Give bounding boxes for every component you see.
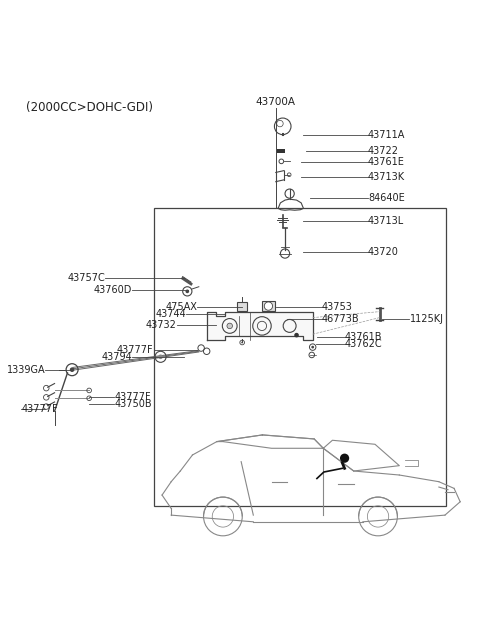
Text: 84640E: 84640E	[368, 193, 405, 203]
Circle shape	[227, 323, 232, 329]
Text: 43732: 43732	[146, 320, 177, 330]
Bar	[154, 209, 446, 506]
Text: 43753: 43753	[322, 302, 353, 311]
Text: (2000CC>DOHC-GDI): (2000CC>DOHC-GDI)	[26, 101, 153, 114]
Text: 43794: 43794	[101, 352, 132, 362]
Text: 43760D: 43760D	[94, 285, 132, 295]
Text: 43720: 43720	[368, 247, 399, 257]
Text: 43711A: 43711A	[368, 130, 406, 140]
Text: 43713L: 43713L	[368, 216, 404, 226]
Polygon shape	[207, 312, 312, 340]
Text: 43761B: 43761B	[345, 332, 383, 341]
Text: 43761E: 43761E	[368, 158, 405, 167]
Bar	[237, 302, 247, 311]
Text: 46773B: 46773B	[322, 314, 360, 324]
Text: 43762C: 43762C	[345, 339, 383, 349]
Circle shape	[312, 346, 314, 348]
Text: 1125KJ: 1125KJ	[409, 314, 444, 324]
Circle shape	[294, 333, 299, 338]
Text: 43713K: 43713K	[368, 172, 405, 182]
Circle shape	[264, 302, 273, 310]
Text: 1339GA: 1339GA	[7, 365, 45, 375]
Text: 43722: 43722	[368, 145, 399, 156]
Circle shape	[70, 367, 74, 372]
Circle shape	[158, 355, 163, 359]
Circle shape	[185, 290, 189, 293]
Text: 43777F: 43777F	[117, 345, 154, 355]
Circle shape	[241, 341, 243, 343]
Bar	[262, 301, 275, 311]
Text: 43700A: 43700A	[256, 97, 296, 107]
Text: 43744: 43744	[155, 309, 186, 320]
Bar	[277, 149, 286, 152]
Text: 43777F: 43777F	[115, 392, 151, 403]
Text: 43750B: 43750B	[115, 399, 152, 409]
Text: 43777F: 43777F	[22, 404, 58, 414]
Text: 475AX: 475AX	[166, 302, 197, 311]
Text: 43757C: 43757C	[68, 272, 105, 283]
Circle shape	[340, 454, 349, 463]
